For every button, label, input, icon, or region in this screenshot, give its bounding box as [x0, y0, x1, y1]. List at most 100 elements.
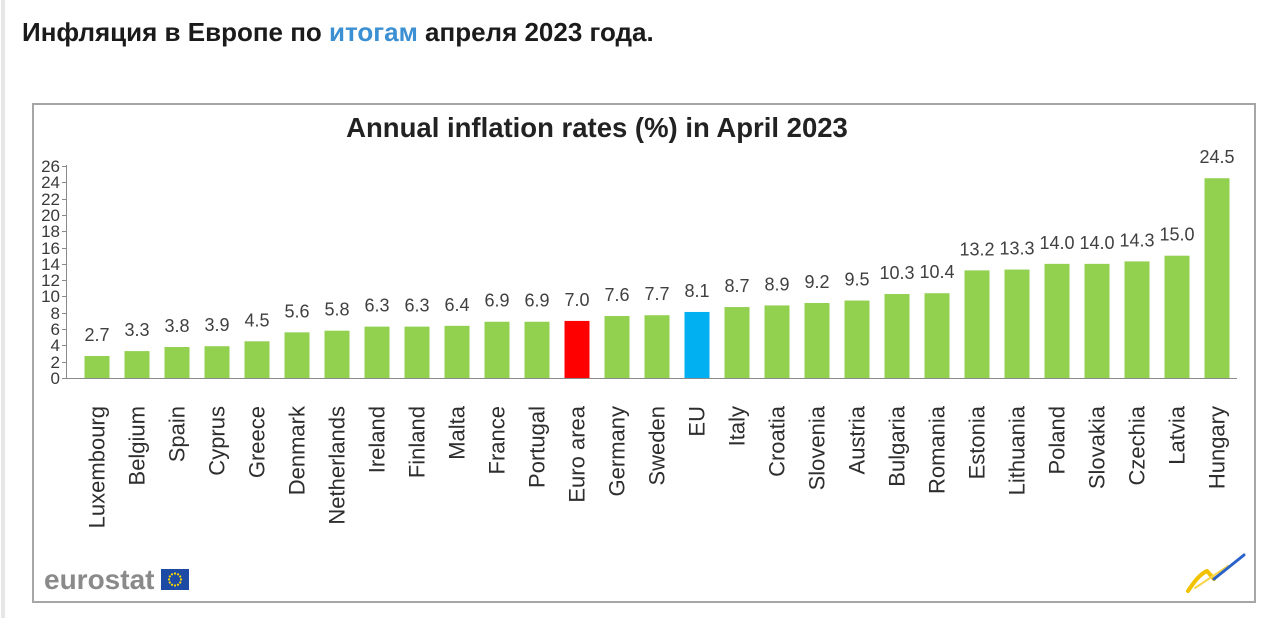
y-tick-label: 20: [41, 206, 60, 225]
category-label-austria: Austria: [845, 405, 870, 474]
value-label-bulgaria: 10.3: [879, 263, 914, 283]
heading-text-after: апреля 2023 года.: [417, 17, 654, 47]
bar-greece: [244, 341, 270, 378]
category-label-hungary: Hungary: [1205, 406, 1230, 489]
category-label-germany: Germany: [605, 406, 630, 496]
value-label-croatia: 8.9: [764, 274, 789, 294]
bar-ireland: [364, 326, 390, 378]
y-tick-label: 2: [51, 353, 60, 372]
value-label-sweden: 7.7: [644, 284, 669, 304]
category-label-euro-area: Euro area: [565, 405, 590, 502]
bar-latvia: [1164, 255, 1190, 378]
bar-luxembourg: [84, 355, 110, 378]
annual-inflation-chart: Annual inflation rates (%) in April 2023…: [41, 112, 1246, 595]
category-label-poland: Poland: [1045, 406, 1070, 475]
value-label-italy: 8.7: [724, 276, 749, 296]
value-label-estonia: 13.2: [959, 239, 994, 259]
y-tick-label: 6: [51, 320, 60, 339]
value-label-eu: 8.1: [684, 281, 709, 301]
value-label-germany: 7.6: [604, 285, 629, 305]
eurostat-logo: eurostat: [44, 564, 189, 595]
value-label-hungary: 24.5: [1199, 147, 1234, 167]
y-tick-label: 10: [41, 287, 60, 306]
category-label-greece: Greece: [245, 406, 270, 478]
bar-sweden: [644, 315, 670, 378]
value-label-romania: 10.4: [919, 262, 954, 282]
eu-flag-icon: [161, 569, 189, 590]
category-label-ireland: Ireland: [365, 406, 390, 473]
category-label-portugal: Portugal: [525, 406, 550, 488]
category-label-latvia: Latvia: [1165, 405, 1190, 464]
category-label-cyprus: Cyprus: [205, 406, 230, 476]
value-label-czechia: 14.3: [1119, 230, 1154, 250]
bar-slovakia: [1084, 263, 1110, 378]
category-label-italy: Italy: [725, 406, 750, 446]
page-heading: Инфляция в Европе по итогам апреля 2023 …: [22, 17, 654, 47]
category-label-finland: Finland: [405, 406, 430, 478]
category-label-bulgaria: Bulgaria: [885, 405, 910, 486]
category-label-czechia: Czechia: [1125, 405, 1150, 485]
bar-euro-area: [564, 320, 590, 378]
bar-slovenia: [804, 302, 830, 378]
bar-portugal: [524, 321, 550, 378]
value-label-portugal: 6.9: [524, 291, 549, 311]
category-label-slovenia: Slovenia: [805, 405, 830, 490]
bar-spain: [164, 347, 190, 378]
bar-france: [484, 321, 510, 378]
value-label-austria: 9.5: [844, 270, 869, 290]
value-label-spain: 3.8: [164, 316, 189, 336]
category-label-sweden: Sweden: [645, 406, 670, 486]
chart-title: Annual inflation rates (%) in April 2023: [346, 112, 848, 143]
bar-netherlands: [324, 330, 350, 378]
category-label-romania: Romania: [925, 405, 950, 494]
category-label-lithuania: Lithuania: [1005, 405, 1030, 495]
category-label-malta: Malta: [445, 405, 470, 460]
eurostat-logo-text: eurostat: [44, 564, 154, 595]
article-left-rule: [1, 0, 5, 618]
value-label-slovakia: 14.0: [1079, 233, 1114, 253]
category-label-france: France: [485, 406, 510, 474]
bar-denmark: [284, 332, 310, 378]
value-label-ireland: 6.3: [364, 296, 389, 316]
category-label-eu: EU: [685, 406, 710, 437]
bar-italy: [724, 307, 750, 378]
category-label-belgium: Belgium: [125, 406, 150, 485]
value-label-poland: 14.0: [1039, 233, 1074, 253]
y-tick-label: 8: [51, 304, 60, 323]
bar-cyprus: [204, 346, 230, 378]
value-label-euro-area: 7.0: [564, 290, 589, 310]
y-tick-label: 14: [41, 255, 60, 274]
value-label-netherlands: 5.8: [324, 300, 349, 320]
y-tick-label: 26: [41, 157, 60, 176]
category-label-croatia: Croatia: [765, 405, 790, 477]
value-label-malta: 6.4: [444, 295, 469, 315]
value-label-france: 6.9: [484, 291, 509, 311]
bar-estonia: [964, 270, 990, 378]
bar-hungary: [1204, 178, 1230, 378]
value-labels: 2.7 3.3 3.8 3.9 4.5 5.6 5.8 6.3 6.3 6.4 6.9 6.9 7.0 7…: [84, 147, 1234, 345]
heading-text-before: Инфляция в Европе по: [22, 17, 330, 47]
bar-malta: [444, 325, 470, 378]
bar-croatia: [764, 305, 790, 378]
value-label-finland: 6.3: [404, 296, 429, 316]
bar-czechia: [1124, 261, 1150, 378]
bar-poland: [1044, 263, 1070, 378]
category-label-slovakia: Slovakia: [1085, 405, 1110, 489]
y-tick-label: 16: [41, 239, 60, 258]
category-labels: Luxembourg Belgium Spain Cyprus Greece Denmar…: [85, 405, 1230, 528]
bar-austria: [844, 300, 870, 378]
y-tick-label: 22: [41, 190, 60, 209]
category-label-estonia: Estonia: [965, 405, 990, 479]
value-label-latvia: 15.0: [1159, 225, 1194, 245]
y-tick-label: 18: [41, 222, 60, 241]
y-tick-label: 24: [41, 173, 60, 192]
value-label-lithuania: 13.3: [999, 239, 1034, 259]
value-label-denmark: 5.6: [284, 301, 309, 321]
value-label-luxembourg: 2.7: [84, 325, 109, 345]
y-tick-label: 12: [41, 271, 60, 290]
value-label-belgium: 3.3: [124, 320, 149, 340]
statistics-explained-icon: [1186, 553, 1246, 593]
heading-link[interactable]: итогам: [329, 17, 418, 47]
bar-lithuania: [1004, 269, 1030, 378]
